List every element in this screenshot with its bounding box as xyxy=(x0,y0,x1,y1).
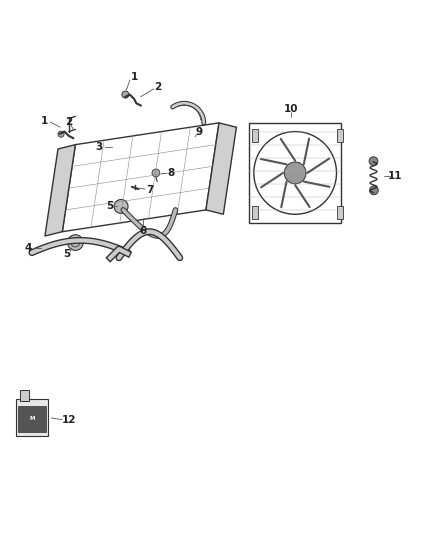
Bar xyxy=(252,206,258,219)
Text: 11: 11 xyxy=(388,171,403,181)
Text: 12: 12 xyxy=(62,415,76,425)
Bar xyxy=(252,130,258,142)
Circle shape xyxy=(114,199,128,213)
Circle shape xyxy=(369,157,378,166)
Text: 1: 1 xyxy=(131,72,138,82)
Text: 8: 8 xyxy=(167,168,175,178)
Text: 2: 2 xyxy=(65,117,72,127)
Circle shape xyxy=(67,235,83,251)
Text: 2: 2 xyxy=(155,82,162,92)
Text: 5: 5 xyxy=(63,249,70,260)
Bar xyxy=(336,206,343,219)
Bar xyxy=(18,406,46,432)
Text: 7: 7 xyxy=(147,185,154,195)
Bar xyxy=(16,399,48,436)
Text: 4: 4 xyxy=(25,243,32,253)
Text: 9: 9 xyxy=(196,126,203,136)
Bar xyxy=(20,390,29,400)
Circle shape xyxy=(370,186,378,195)
Polygon shape xyxy=(45,144,75,236)
Text: 1: 1 xyxy=(41,116,49,126)
Circle shape xyxy=(152,169,160,177)
Bar xyxy=(336,130,343,142)
Polygon shape xyxy=(206,123,237,214)
Circle shape xyxy=(122,91,129,98)
Text: 3: 3 xyxy=(95,142,103,152)
Text: 6: 6 xyxy=(139,226,146,236)
Text: 5: 5 xyxy=(106,201,113,212)
Circle shape xyxy=(284,162,306,184)
Text: M: M xyxy=(29,416,35,421)
Text: 10: 10 xyxy=(283,104,298,114)
Circle shape xyxy=(58,131,64,137)
